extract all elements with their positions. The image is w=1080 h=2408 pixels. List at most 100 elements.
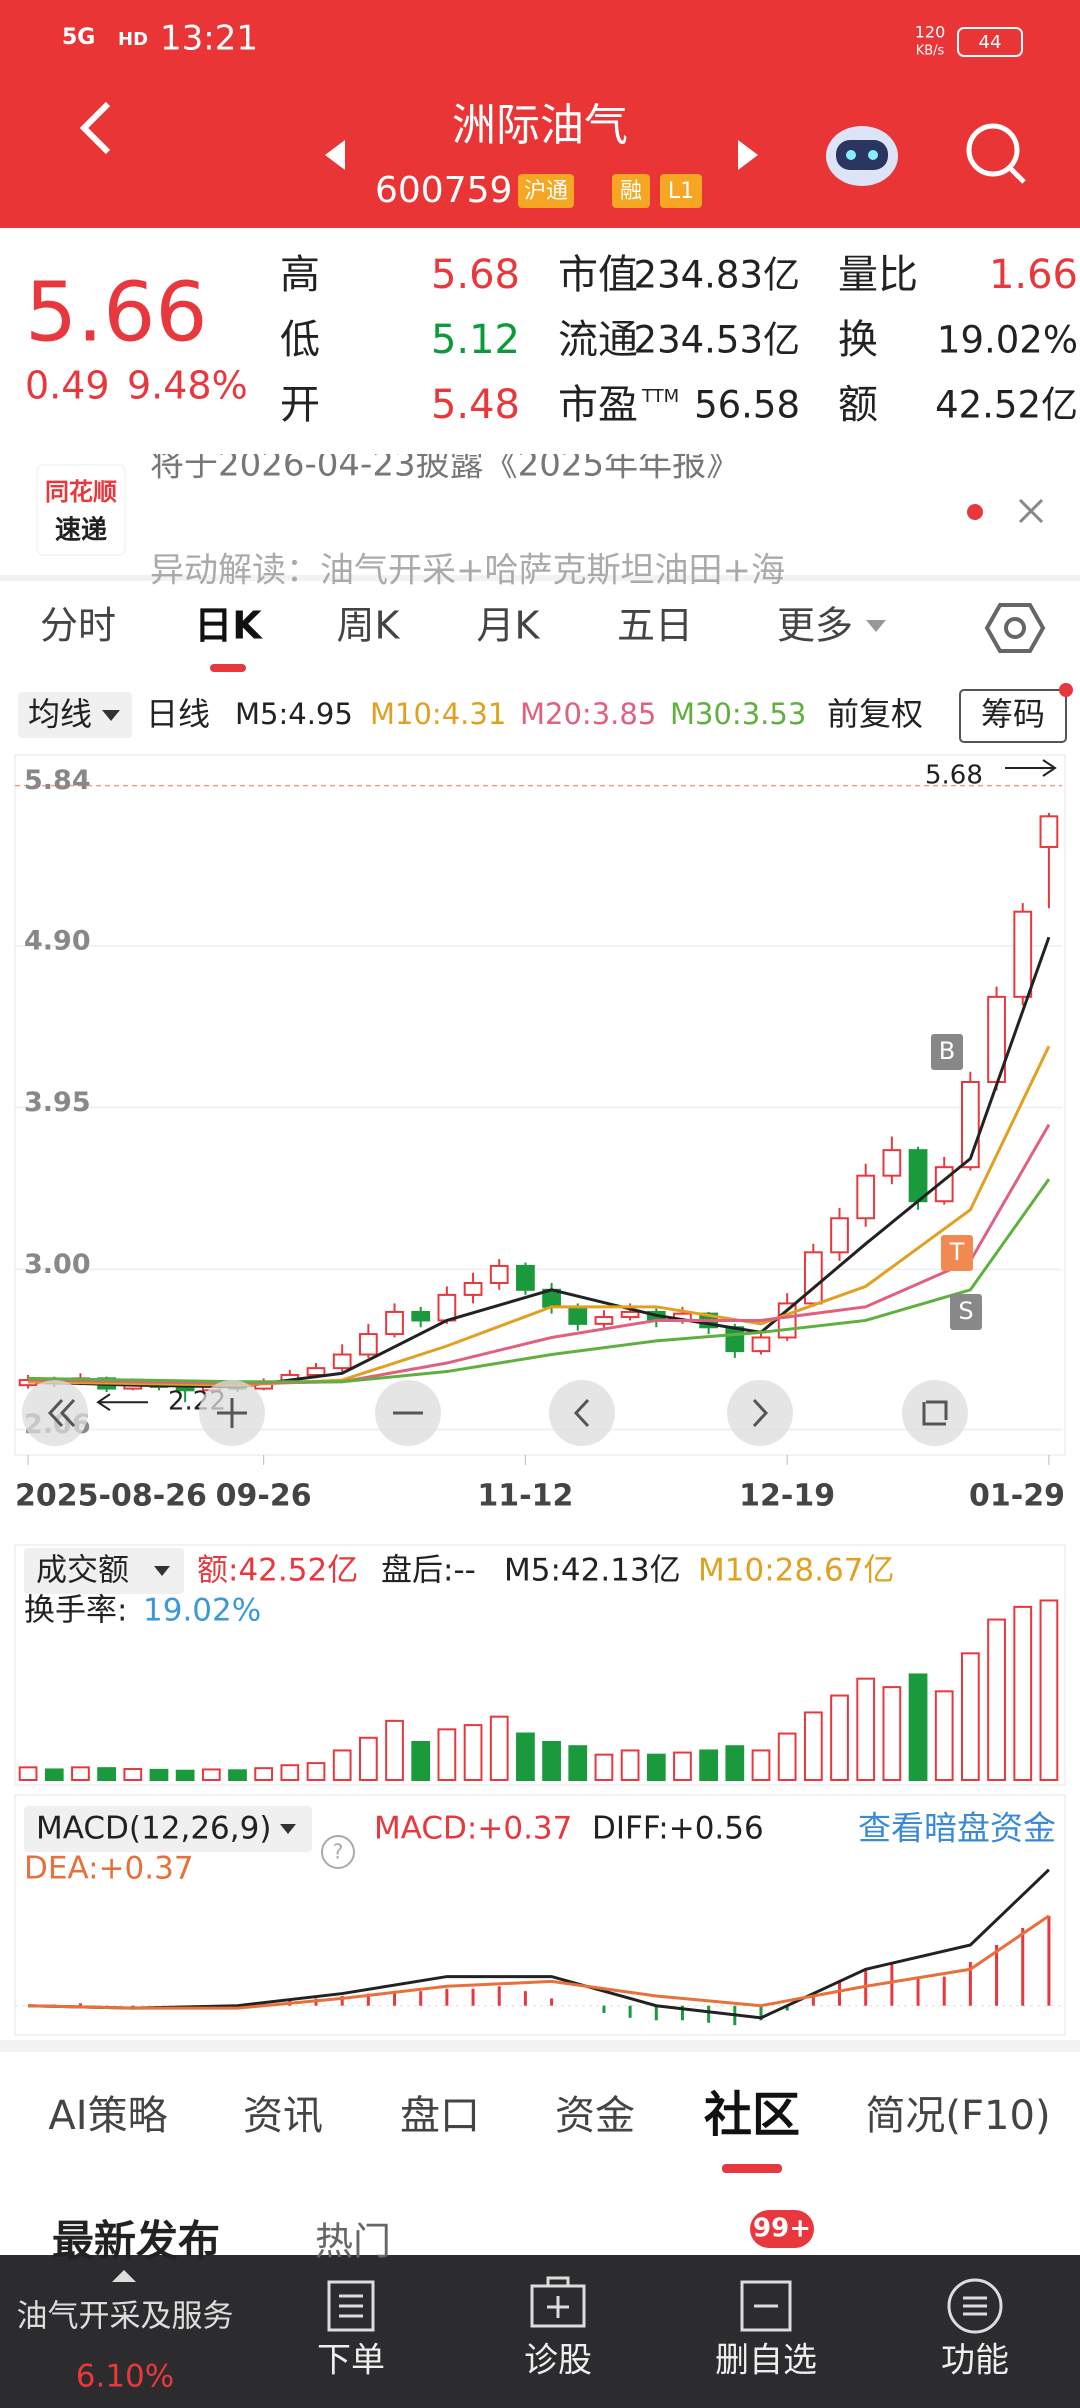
volume-bar: [358, 1736, 378, 1782]
info-tab[interactable]: AI策略: [48, 2093, 167, 2139]
volume-bar: [803, 1711, 823, 1782]
net-speed: 120: [915, 23, 946, 42]
chart-nav-button[interactable]: [902, 1380, 968, 1446]
candle-body: [411, 1310, 431, 1322]
stat-label: 开: [280, 382, 320, 428]
sector-name[interactable]: 油气开采及服务: [17, 2299, 234, 2335]
tab-indicator: [722, 2164, 782, 2173]
stat-label: 市盈: [558, 382, 638, 428]
next-stock[interactable]: [738, 140, 758, 170]
help-icon[interactable]: [321, 1835, 355, 1869]
stat-value: 5.12: [431, 317, 520, 363]
chart-nav-button[interactable]: [22, 1380, 88, 1446]
robot-icon[interactable]: [826, 126, 898, 186]
tag-label: 沪通: [524, 179, 568, 204]
chips-button[interactable]: [959, 689, 1067, 743]
volume-bar: [620, 1749, 640, 1782]
dropdown-arrow: [102, 710, 120, 721]
kline-frame: [14, 754, 1066, 1456]
stock-name: 洲际油气: [452, 100, 628, 151]
feed-hot[interactable]: 热门: [315, 2220, 391, 2264]
adjust[interactable]: 前复权: [827, 695, 923, 733]
price-change: 0.49: [25, 364, 110, 408]
volume-bar: [306, 1762, 326, 1781]
info-tab[interactable]: 简况(F10): [865, 2093, 1050, 2139]
volume-selector-bg[interactable]: [24, 1548, 184, 1594]
tag: [660, 174, 702, 208]
stat-label: 低: [280, 317, 320, 363]
stat-label: 量比: [838, 252, 918, 298]
y-tick-label: 5.84: [24, 765, 91, 796]
toolbar-button[interactable]: 诊股: [524, 2341, 592, 2381]
search-icon[interactable]: [966, 123, 1026, 184]
macd-line: [28, 1914, 1050, 2010]
candle-body: [1039, 815, 1059, 848]
volume-bar: [228, 1769, 247, 1782]
candle-body: [908, 1149, 928, 1203]
toolbar-icon: [947, 2278, 1003, 2334]
prev-stock[interactable]: [325, 140, 345, 170]
volume-bar: [437, 1728, 457, 1782]
chart-nav-button[interactable]: [727, 1380, 793, 1446]
news-mask: [0, 444, 1080, 454]
network: 5G: [62, 25, 95, 50]
macd-selector-bg[interactable]: [24, 1806, 312, 1852]
volume-bar: [463, 1724, 483, 1781]
feed-latest[interactable]: 最新发布: [52, 2217, 220, 2266]
period-tab[interactable]: 日K: [194, 604, 263, 648]
volume-m10: M10:28.67亿: [698, 1553, 894, 1589]
toolbar-button[interactable]: 删自选: [715, 2341, 817, 2381]
volume-bar: [908, 1673, 928, 1782]
close-news[interactable]: [1018, 498, 1044, 524]
candle-body: [620, 1310, 640, 1319]
info-tab[interactable]: 资讯: [243, 2093, 323, 2139]
tag: [518, 174, 574, 208]
candle-body: [751, 1336, 771, 1353]
stat-label: 高: [280, 252, 320, 298]
volume-bar: [71, 1766, 90, 1782]
volume-bar: [699, 1749, 719, 1782]
volume-bar: [1013, 1605, 1033, 1782]
chart-nav-button[interactable]: [549, 1380, 615, 1446]
ma-selector[interactable]: 均线: [28, 695, 92, 733]
volume-bar: [725, 1745, 745, 1781]
ma-line: [28, 936, 1051, 1389]
volume-bar: [175, 1769, 195, 1781]
period-tab[interactable]: 周K: [337, 604, 401, 648]
period-tab[interactable]: 分时: [40, 604, 116, 648]
help-mark: ?: [333, 1840, 344, 1864]
stat-label: 市值: [558, 252, 638, 298]
stat-label: 额: [838, 382, 878, 428]
volume-bar: [568, 1745, 588, 1781]
period-tab[interactable]: 五日: [617, 604, 693, 648]
stat-value: 42.52亿: [935, 384, 1078, 427]
ma-selector-bg[interactable]: [18, 692, 132, 738]
chart-nav-icon: [922, 1400, 948, 1426]
toolbar-button[interactable]: 下单: [317, 2341, 385, 2381]
dark-pool-link[interactable]: 查看暗盘资金: [858, 1809, 1056, 1848]
toolbar-icon: [530, 2276, 586, 2328]
trade-marker-label: T: [949, 1238, 965, 1266]
stock-code: 600759: [375, 170, 512, 211]
period-tab[interactable]: 月K: [477, 604, 541, 648]
unread-dot: [967, 504, 983, 520]
volume-after: 盘后:--: [381, 1553, 476, 1589]
volume-bar: [777, 1732, 797, 1781]
settings-icon[interactable]: [984, 603, 1046, 653]
candle-body: [856, 1174, 876, 1220]
candle-body: [385, 1310, 404, 1336]
chart-nav-icon: [573, 1398, 590, 1428]
y-tick-label: 3.00: [24, 1249, 91, 1280]
candle-body: [830, 1217, 849, 1254]
divider: [0, 575, 1080, 581]
stat-value: 234.53亿: [634, 319, 800, 362]
period-tab[interactable]: 更多: [777, 604, 853, 648]
info-tab[interactable]: 盘口: [400, 2093, 480, 2139]
toolbar-bg: [0, 2255, 1080, 2408]
info-tab[interactable]: 社区: [704, 2087, 800, 2143]
toolbar-button[interactable]: 功能: [941, 2341, 1009, 2381]
volume-bar: [332, 1749, 352, 1782]
back-button[interactable]: [79, 101, 111, 155]
info-tab[interactable]: 资金: [555, 2093, 635, 2139]
news-brand: 同花顺: [45, 478, 117, 506]
